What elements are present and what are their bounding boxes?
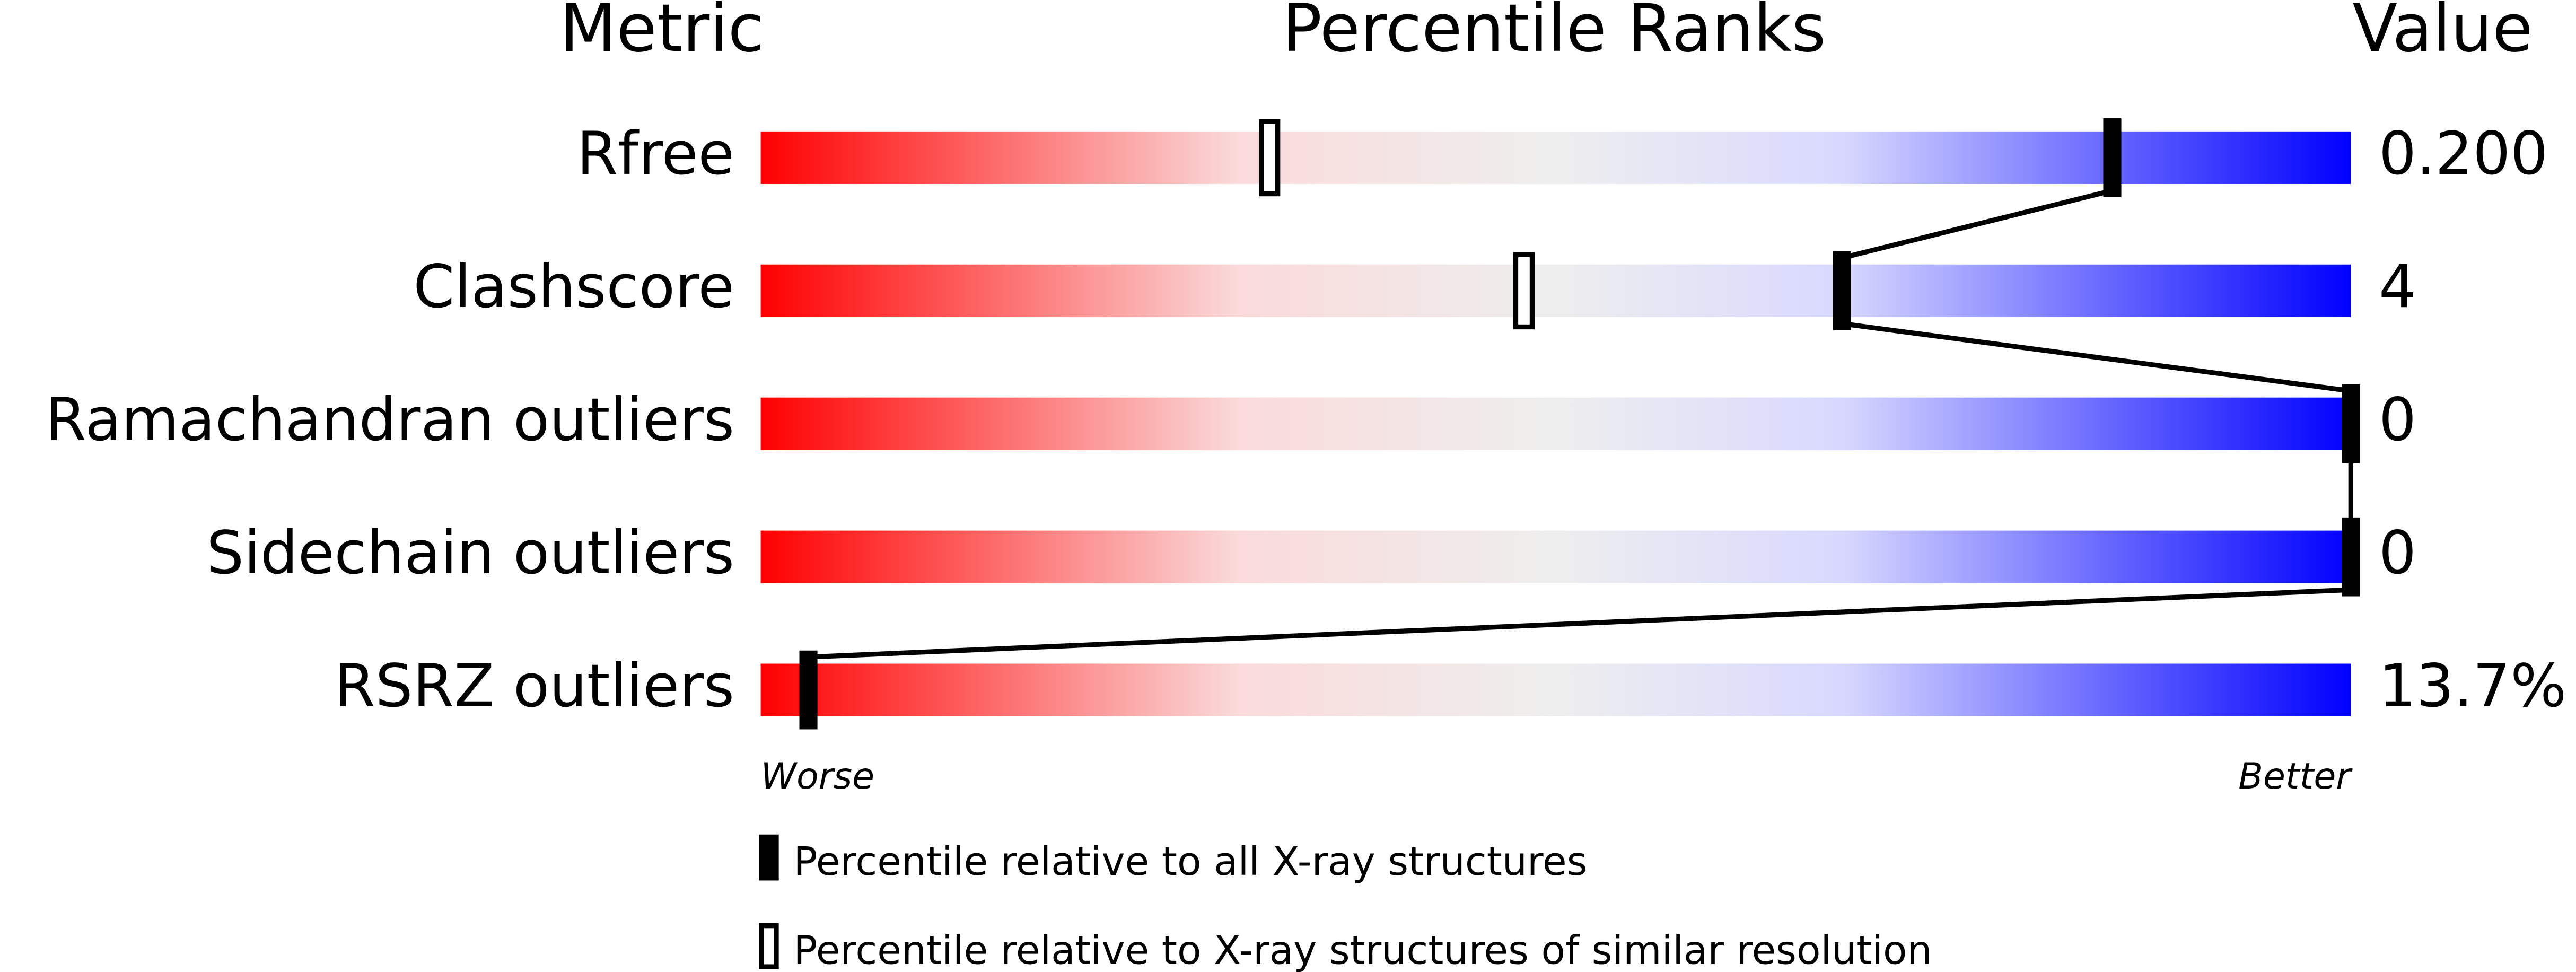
metric-value: 13.7% — [2379, 652, 2566, 721]
slider-bar — [760, 131, 2351, 184]
slider-bar — [760, 264, 2351, 317]
percentile-marker — [2342, 384, 2360, 463]
metric-value: 0.200 — [2379, 119, 2548, 188]
slider-bar — [760, 663, 2351, 716]
slider-bar — [760, 530, 2351, 583]
percentile-marker-open — [1259, 119, 1281, 197]
metric-value: 0 — [2379, 386, 2416, 454]
legend-icon — [759, 923, 779, 969]
metric-label: Clashscore — [413, 252, 734, 321]
metric-label: Ramachandran outliers — [45, 386, 734, 454]
value-header: Value — [2352, 0, 2533, 67]
metric-value: 0 — [2379, 519, 2416, 588]
chart-title: Percentile Ranks — [1282, 0, 1826, 67]
slider-bar — [760, 397, 2351, 450]
percentile-marker-open — [1513, 252, 1535, 330]
worse-label: Worse — [761, 756, 875, 798]
metric-label: Sidechain outliers — [206, 519, 734, 588]
connector — [1841, 188, 2113, 260]
percentile-marker — [1833, 251, 1851, 330]
legend-icon — [759, 834, 779, 881]
connector — [808, 587, 2351, 660]
metric-label: RSRZ outliers — [334, 652, 734, 721]
percentile-marker — [2103, 118, 2122, 197]
better-label: Better — [2238, 756, 2353, 798]
legend-label: Percentile relative to all X-ray structu… — [794, 838, 1588, 885]
percentile-marker — [799, 650, 818, 730]
connector — [1842, 321, 2351, 393]
metric-header: Metric — [560, 0, 764, 67]
metric-value: 4 — [2379, 252, 2416, 321]
percentile-marker — [2342, 517, 2360, 597]
metric-label: Rfree — [577, 119, 734, 188]
legend-label: Percentile relative to X-ray structures … — [794, 927, 1932, 972]
